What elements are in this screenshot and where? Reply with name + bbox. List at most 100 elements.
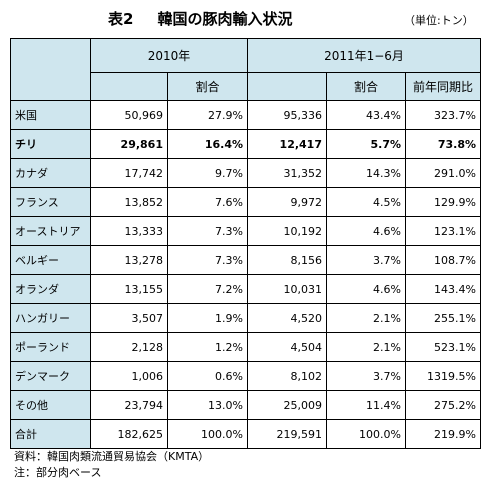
footnotes: 資料：韓国肉類流通貿易協会（KMTA） 注：部分肉ベース bbox=[14, 449, 209, 481]
cell-2010-share: 27.9% bbox=[167, 100, 248, 130]
cell-2010-volume: 182,625 bbox=[90, 419, 168, 449]
cell-2010-volume: 13,852 bbox=[90, 187, 168, 217]
cell-2010-share: 7.6% bbox=[167, 187, 248, 217]
source-note: 資料：韓国肉類流通貿易協会（KMTA） bbox=[14, 450, 210, 463]
table-title-text: 韓国の豚肉輸入状況 bbox=[157, 10, 293, 28]
header-2010-share: 割合 bbox=[167, 72, 248, 101]
row-label: その他 bbox=[10, 390, 91, 420]
cell-yoy: 73.8% bbox=[405, 129, 481, 159]
row-label: デンマーク bbox=[10, 361, 91, 391]
cell-2011-share: 3.7% bbox=[326, 361, 406, 391]
table-row: ハンガリー 3,507 1.9% 4,520 2.1% 255.1% bbox=[10, 303, 481, 333]
cell-2011-share: 2.1% bbox=[326, 303, 406, 333]
cell-2011-share: 4.6% bbox=[326, 274, 406, 304]
cell-2011-volume: 4,520 bbox=[247, 303, 327, 333]
row-label: オランダ bbox=[10, 274, 91, 304]
cell-2011-share: 4.5% bbox=[326, 187, 406, 217]
header-row-sub: 割合 割合 前年同期比 bbox=[11, 72, 481, 101]
cell-2011-volume: 8,102 bbox=[247, 361, 327, 391]
cell-2010-volume: 13,333 bbox=[90, 216, 168, 246]
table-title: 表2 韓国の豚肉輸入状況 bbox=[108, 8, 292, 29]
table-number: 表2 bbox=[108, 10, 134, 28]
cell-yoy: 219.9% bbox=[405, 419, 481, 449]
cell-2010-share: 100.0% bbox=[167, 419, 248, 449]
cell-2010-volume: 2,128 bbox=[90, 332, 168, 362]
cell-yoy: 291.0% bbox=[405, 158, 481, 188]
row-label: オーストリア bbox=[10, 216, 91, 246]
table-row: 米国 50,969 27.9% 95,336 43.4% 323.7% bbox=[10, 100, 481, 130]
cell-2011-share: 43.4% bbox=[326, 100, 406, 130]
basis-note: 注：部分肉ベース bbox=[14, 466, 102, 479]
table-row: ポーランド 2,128 1.2% 4,504 2.1% 523.1% bbox=[10, 332, 481, 362]
cell-2010-share: 1.2% bbox=[167, 332, 248, 362]
header-2010: 2010年 bbox=[90, 38, 248, 73]
header-row-years: 2010年 2011年1−6月 bbox=[10, 38, 481, 101]
cell-2011-volume: 12,417 bbox=[247, 129, 327, 159]
cell-2010-share: 9.7% bbox=[167, 158, 248, 188]
unit-label: （単位:トン） bbox=[404, 14, 474, 27]
cell-2010-volume: 17,742 bbox=[90, 158, 168, 188]
cell-2010-volume: 13,278 bbox=[90, 245, 168, 275]
cell-2011-volume: 31,352 bbox=[247, 158, 327, 188]
cell-yoy: 108.7% bbox=[405, 245, 481, 275]
cell-2011-share: 100.0% bbox=[326, 419, 406, 449]
table-row: フランス 13,852 7.6% 9,972 4.5% 129.9% bbox=[10, 187, 481, 217]
cell-yoy: 129.9% bbox=[405, 187, 481, 217]
header-2010-volume bbox=[90, 72, 168, 101]
cell-2011-share: 14.3% bbox=[326, 158, 406, 188]
cell-yoy: 255.1% bbox=[405, 303, 481, 333]
row-label: フランス bbox=[10, 187, 91, 217]
row-label: 合計 bbox=[10, 419, 91, 449]
cell-2010-volume: 29,861 bbox=[90, 129, 168, 159]
cell-2011-share: 4.6% bbox=[326, 216, 406, 246]
cell-2010-share: 0.6% bbox=[167, 361, 248, 391]
header-2011: 2011年1−6月 bbox=[247, 38, 481, 73]
cell-2010-share: 7.2% bbox=[167, 274, 248, 304]
cell-2010-share: 1.9% bbox=[167, 303, 248, 333]
cell-2011-share: 11.4% bbox=[326, 390, 406, 420]
row-label: ベルギー bbox=[10, 245, 91, 275]
cell-2011-volume: 25,009 bbox=[247, 390, 327, 420]
row-label: チリ bbox=[10, 129, 91, 159]
table-row: オーストリア 13,333 7.3% 10,192 4.6% 123.1% bbox=[10, 216, 481, 246]
cell-yoy: 275.2% bbox=[405, 390, 481, 420]
header-corner-cell bbox=[10, 38, 91, 101]
row-label: カナダ bbox=[10, 158, 91, 188]
pork-import-table: 2010年 2011年1−6月 割合 割合 前年同期比 米国 50,969 27… bbox=[10, 38, 481, 449]
cell-2010-share: 16.4% bbox=[167, 129, 248, 159]
cell-2011-volume: 219,591 bbox=[247, 419, 327, 449]
cell-yoy: 523.1% bbox=[405, 332, 481, 362]
cell-2010-share: 13.0% bbox=[167, 390, 248, 420]
header-2011-share: 割合 bbox=[326, 72, 406, 101]
cell-2011-volume: 4,504 bbox=[247, 332, 327, 362]
table-row: オランダ 13,155 7.2% 10,031 4.6% 143.4% bbox=[10, 274, 481, 304]
header-2011-volume bbox=[247, 72, 327, 101]
row-label: 米国 bbox=[10, 100, 91, 130]
cell-2010-volume: 50,969 bbox=[90, 100, 168, 130]
row-label: ハンガリー bbox=[10, 303, 91, 333]
cell-2010-volume: 13,155 bbox=[90, 274, 168, 304]
cell-2011-share: 3.7% bbox=[326, 245, 406, 275]
cell-yoy: 123.1% bbox=[405, 216, 481, 246]
table-row: デンマーク 1,006 0.6% 8,102 3.7% 1319.5% bbox=[10, 361, 481, 391]
table-row-total: 合計 182,625 100.0% 219,591 100.0% 219.9% bbox=[10, 419, 481, 449]
table-row: チリ 29,861 16.4% 12,417 5.7% 73.8% bbox=[10, 129, 481, 159]
cell-yoy: 143.4% bbox=[405, 274, 481, 304]
cell-2010-volume: 23,794 bbox=[90, 390, 168, 420]
cell-2011-volume: 9,972 bbox=[247, 187, 327, 217]
cell-yoy: 1319.5% bbox=[405, 361, 481, 391]
cell-2010-volume: 3,507 bbox=[90, 303, 168, 333]
cell-2011-share: 5.7% bbox=[326, 129, 406, 159]
cell-2011-volume: 95,336 bbox=[247, 100, 327, 130]
table-row: その他 23,794 13.0% 25,009 11.4% 275.2% bbox=[10, 390, 481, 420]
table-row: カナダ 17,742 9.7% 31,352 14.3% 291.0% bbox=[10, 158, 481, 188]
row-label: ポーランド bbox=[10, 332, 91, 362]
cell-2011-volume: 10,192 bbox=[247, 216, 327, 246]
cell-2010-share: 7.3% bbox=[167, 245, 248, 275]
header-yoy: 前年同期比 bbox=[405, 72, 481, 101]
cell-2010-volume: 1,006 bbox=[90, 361, 168, 391]
cell-2011-volume: 10,031 bbox=[247, 274, 327, 304]
table-row: ベルギー 13,278 7.3% 8,156 3.7% 108.7% bbox=[10, 245, 481, 275]
cell-yoy: 323.7% bbox=[405, 100, 481, 130]
cell-2010-share: 7.3% bbox=[167, 216, 248, 246]
